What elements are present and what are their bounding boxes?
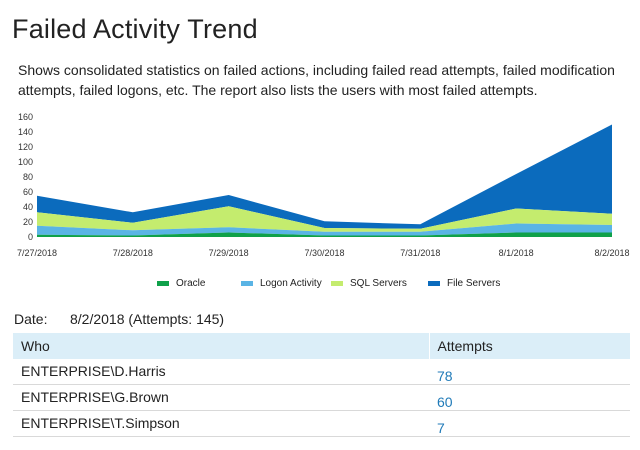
user-name: ENTERPRISE\D.Harris [13,359,429,385]
x-tick-label: 7/27/2018 [17,248,57,258]
report-description: Shows consolidated statistics on failed … [18,62,615,98]
column-header-attempts[interactable]: Attempts [429,333,630,359]
x-tick-label: 7/30/2018 [304,248,344,258]
table-row: ENTERPRISE\T.Simpson 7 [13,410,630,437]
area-oracle[interactable] [37,232,612,238]
legend-swatch [331,281,343,286]
x-tick-label: 7/31/2018 [400,248,440,258]
area-sql-servers[interactable] [37,206,612,232]
y-tick-label: 40 [23,202,33,212]
failed-activity-chart: 0 20 40 60 80 100 120 140 160 7/27/2018 7/28/2018… [17,112,630,258]
area-logon-activity[interactable] [37,223,612,236]
legend-swatch [157,281,169,286]
legend-item-file-servers[interactable]: File Servers [428,278,500,289]
attempts-link[interactable]: 78 [437,368,453,384]
legend-item-oracle[interactable]: Oracle [157,278,205,289]
x-tick-label: 8/2/2018 [594,248,629,258]
x-tick-label: 7/28/2018 [113,248,153,258]
x-tick-label: 7/29/2018 [209,248,249,258]
legend-label: File Servers [447,278,501,289]
user-name: ENTERPRISE\T.Simpson [13,410,429,437]
x-tick-label: 8/1/2018 [499,248,534,258]
legend-swatch [241,281,253,286]
report-title: Failed Activity Trend [12,14,258,44]
table-header-row: Who Attempts [13,333,630,359]
legend-label: Logon Activity [260,278,322,289]
y-tick-label: 160 [18,112,33,122]
column-header-who[interactable]: Who [13,333,430,359]
y-tick-label: 20 [23,217,33,227]
chart-legend: Oracle Logon Activity SQL Servers File Serv… [0,278,640,294]
attempts-link[interactable]: 7 [437,420,445,436]
y-tick-label: 120 [18,142,33,152]
y-tick-label: 100 [18,157,33,167]
selected-date-row: Date: 8/2/2018 (Attempts: 145) [14,311,224,327]
date-label: Date: [14,311,48,327]
attempts-link[interactable]: 60 [437,394,453,410]
y-tick-label: 80 [23,172,33,182]
legend-label: SQL Servers [350,278,407,289]
table-row: ENTERPRISE\G.Brown 60 [13,384,630,411]
y-tick-label: 140 [18,127,33,137]
area-file-servers[interactable] [37,124,612,229]
failed-users-table: Who Attempts ENTERPRISE\D.Harris 78 ENTE… [13,333,630,437]
legend-swatch [428,281,440,286]
table-row: ENTERPRISE\D.Harris 78 [13,359,630,385]
user-name: ENTERPRISE\G.Brown [13,384,429,411]
date-value: 8/2/2018 (Attempts: 145) [70,311,225,327]
y-tick-label: 0 [28,232,33,242]
legend-item-logon-activity[interactable]: Logon Activity [241,278,322,289]
legend-label: Oracle [176,278,206,289]
y-tick-label: 60 [23,187,33,197]
legend-item-sql-servers[interactable]: SQL Servers [331,278,407,289]
